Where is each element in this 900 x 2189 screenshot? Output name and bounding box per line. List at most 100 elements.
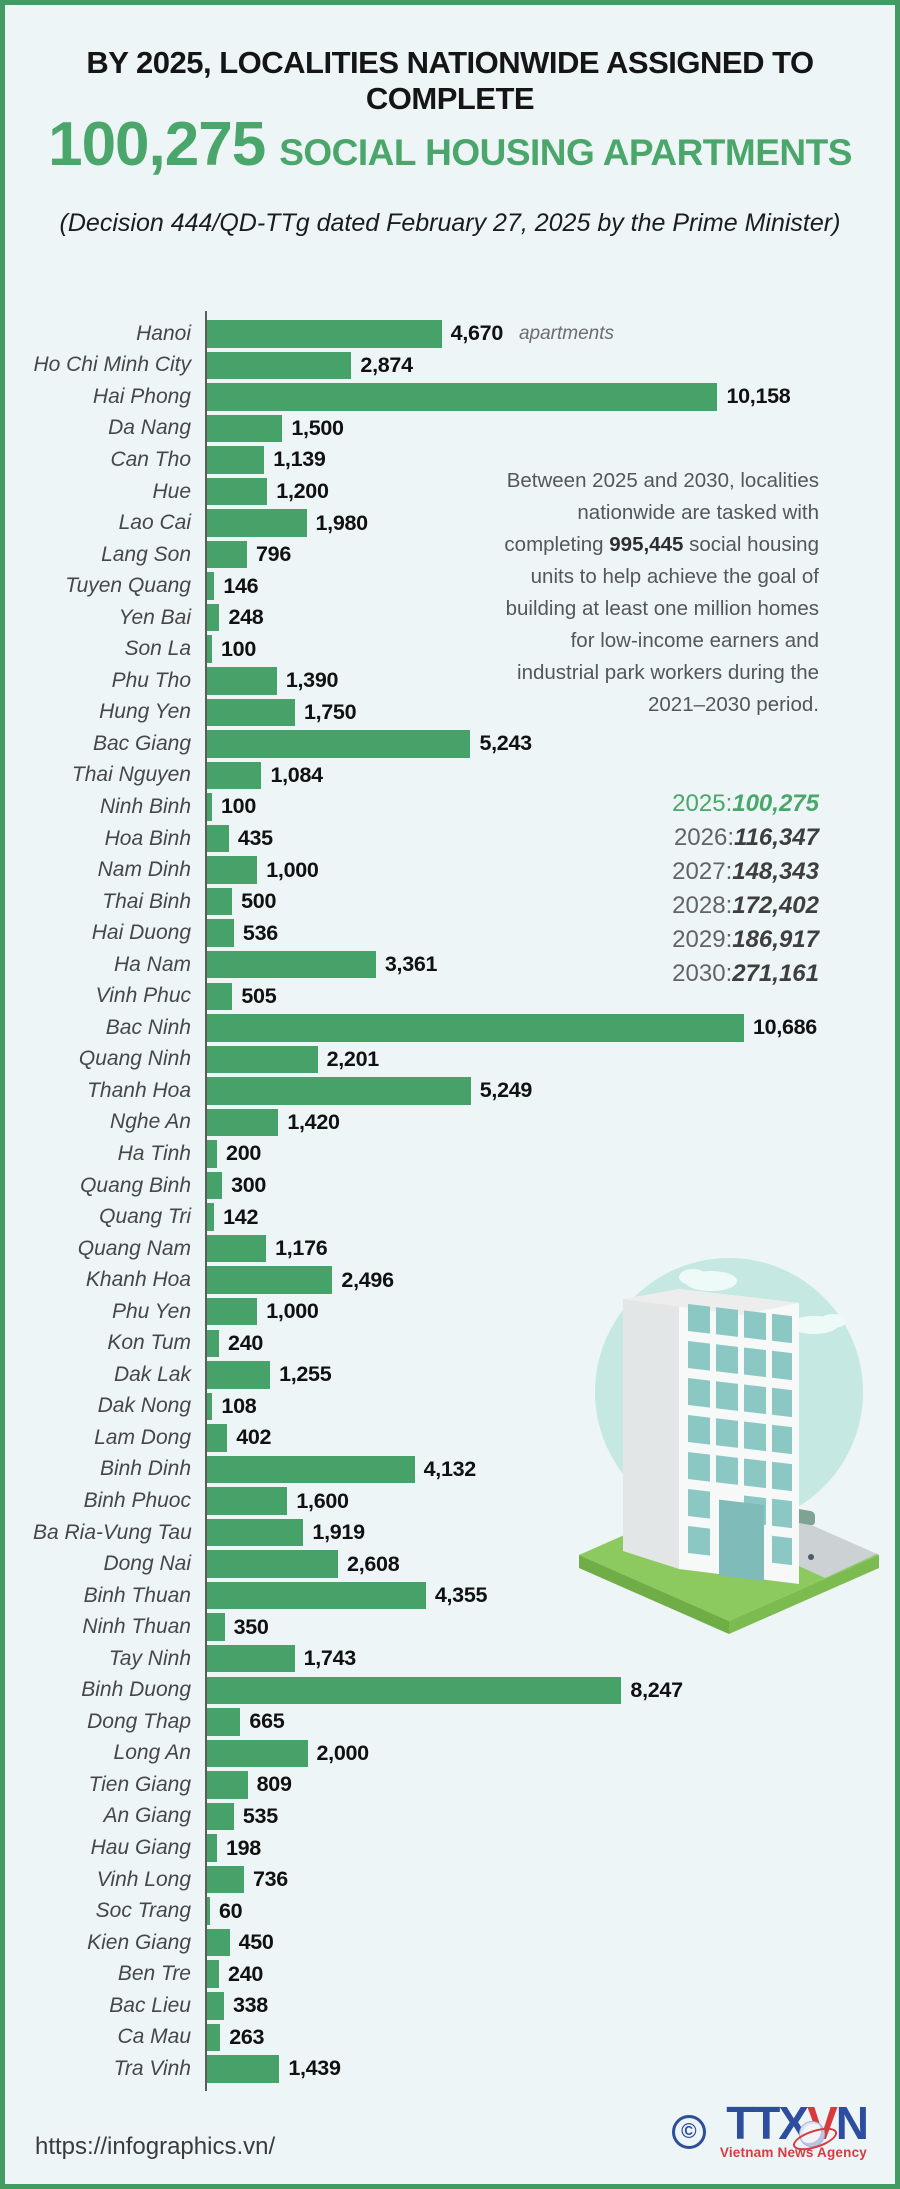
chart-row: Dak Nong 108 bbox=[33, 1391, 817, 1423]
bar-label: Hue bbox=[152, 479, 191, 503]
chart-row: Son La 100 bbox=[33, 633, 817, 665]
chart-row: Ha Tinh 200 bbox=[33, 1138, 817, 1170]
bar bbox=[207, 477, 268, 506]
bar-label: Tuyen Quang bbox=[65, 574, 191, 598]
yearly-target-row: 2030:271,161 bbox=[672, 957, 819, 991]
bar-value: 1,743 bbox=[303, 1646, 357, 1671]
bar-label: Binh Thuan bbox=[83, 1583, 191, 1607]
year-label: 2025: bbox=[672, 790, 733, 817]
chart-row: Vinh Phuc 505 bbox=[33, 980, 817, 1012]
chart-row: Kien Giang 450 bbox=[33, 1927, 817, 1959]
chart-row: Tuyen Quang 146 bbox=[33, 570, 817, 602]
bar-value: 1,000 bbox=[266, 1299, 319, 1324]
chart-row: Yen Bai 248 bbox=[33, 602, 817, 634]
bar-label: Kon Tum bbox=[107, 1331, 191, 1355]
bar-chart: Hanoi 4,670 apartments Ho Chi Minh City 2,87… bbox=[33, 318, 817, 2085]
bar-value: 796 bbox=[256, 542, 291, 567]
bar bbox=[207, 1455, 415, 1484]
bar-value: 240 bbox=[228, 1961, 264, 1986]
bar-label: Ninh Thuan bbox=[82, 1615, 191, 1639]
bar-value: 1,750 bbox=[303, 699, 357, 724]
bar bbox=[207, 1203, 215, 1231]
bar-value: 60 bbox=[219, 1898, 243, 1923]
bar-label: Vinh Long bbox=[96, 1867, 191, 1891]
chart-row: Hau Giang 198 bbox=[33, 1832, 817, 1864]
bar-label: Ha Tinh bbox=[117, 1141, 191, 1165]
year-value: 148,343 bbox=[732, 858, 819, 885]
note-text-after: social housing units to help achieve the… bbox=[505, 533, 819, 716]
chart-row: Lam Dong 402 bbox=[33, 1422, 817, 1454]
chart-row: Ca Mau 263 bbox=[33, 2022, 817, 2054]
chart-row: Phu Tho 1,390 bbox=[33, 665, 817, 697]
bar bbox=[207, 667, 277, 695]
bar bbox=[207, 1897, 210, 1925]
yearly-target-row: 2026:116,347 bbox=[672, 821, 819, 855]
bar-label: Hoa Binh bbox=[104, 826, 191, 850]
bar-label: Vinh Phuc bbox=[95, 984, 191, 1008]
bar-value: 809 bbox=[256, 1772, 292, 1797]
bar-label: Ha Nam bbox=[113, 952, 191, 976]
chart-row: Da Nang 1,500 bbox=[33, 413, 817, 445]
bar-value: 1,390 bbox=[285, 668, 339, 693]
bar-label: Yen Bai bbox=[118, 605, 191, 629]
year-value: 172,402 bbox=[732, 892, 819, 919]
bar bbox=[207, 1518, 304, 1547]
bar-value: 2,201 bbox=[326, 1046, 380, 1071]
chart-row: Hoa Binh 435 bbox=[33, 823, 817, 855]
bar bbox=[207, 351, 352, 380]
bar-value: 263 bbox=[229, 2024, 265, 2049]
bar-label: Khanh Hoa bbox=[85, 1268, 191, 1292]
headline-number: 100,275 bbox=[48, 110, 266, 179]
bar bbox=[207, 1297, 258, 1326]
logo-subtext: Vietnam News Agency bbox=[719, 2145, 867, 2160]
headline-suffix: SOCIAL HOUSING APARTMENTS bbox=[279, 132, 852, 173]
chart-row: Hue 1,200 bbox=[33, 476, 817, 508]
bar bbox=[207, 1739, 308, 1768]
bar-value: 450 bbox=[238, 1930, 274, 1955]
chart-row: Thai Nguyen 1,084 bbox=[33, 760, 817, 792]
chart-row: Ha Nam 3,361 bbox=[33, 949, 817, 981]
year-value: 271,161 bbox=[732, 960, 819, 987]
note-text-before: Between 2025 and 2030, localities nation… bbox=[504, 469, 819, 556]
bar-label: Son La bbox=[124, 637, 191, 661]
chart-row: Dak Lak 1,255 bbox=[33, 1359, 817, 1391]
ttxvn-logo: © TTXVN Vietnam News Agency bbox=[671, 2100, 869, 2160]
bar-value: 108 bbox=[221, 1393, 257, 1418]
bar-label: Quang Nam bbox=[77, 1236, 191, 1260]
bar bbox=[207, 1992, 224, 2020]
bar bbox=[207, 635, 213, 663]
bar-label: Long An bbox=[113, 1741, 191, 1765]
chart-row: Hai Phong 10,158 bbox=[33, 381, 817, 413]
bar bbox=[207, 1802, 234, 1831]
bar-label: Quang Tri bbox=[99, 1205, 191, 1229]
bar bbox=[207, 1234, 267, 1263]
bar bbox=[207, 950, 376, 979]
bar bbox=[207, 1171, 223, 1200]
bar-label: Binh Duong bbox=[81, 1678, 191, 1702]
bar bbox=[207, 540, 247, 569]
bar-label: Nghe An bbox=[110, 1110, 191, 1134]
bar-value: 1,500 bbox=[291, 415, 344, 440]
bar-label: Lang Son bbox=[101, 542, 191, 566]
bar bbox=[207, 1834, 217, 1862]
source-url: https://infographics.vn/ bbox=[35, 2133, 276, 2160]
chart-row: Bac Lieu 338 bbox=[33, 1990, 817, 2022]
bar bbox=[207, 1361, 271, 1389]
bar-label: Hung Yen bbox=[99, 700, 191, 724]
bar-value: 240 bbox=[228, 1330, 264, 1355]
bar-value: 4,132 bbox=[423, 1456, 477, 1481]
chart-row: Binh Dinh 4,132 bbox=[33, 1454, 817, 1486]
bar-value: 350 bbox=[233, 1614, 269, 1639]
bar bbox=[207, 1928, 230, 1957]
year-label: 2027: bbox=[672, 858, 733, 885]
decision-subtitle: (Decision 444/QD-TTg dated February 27, … bbox=[59, 209, 841, 237]
yearly-target-row: 2029:186,917 bbox=[672, 923, 819, 957]
bar bbox=[207, 1613, 225, 1641]
bar bbox=[207, 698, 295, 727]
bar-label: Dak Lak bbox=[113, 1362, 191, 1386]
page-title: BY 2025, LOCALITIES NATIONWIDE ASSIGNED … bbox=[86, 45, 814, 116]
bar-value: 5,249 bbox=[479, 1078, 533, 1103]
bar-value: 338 bbox=[232, 1993, 268, 2018]
bar-value: 1,176 bbox=[275, 1236, 328, 1261]
bar bbox=[207, 1644, 295, 1673]
